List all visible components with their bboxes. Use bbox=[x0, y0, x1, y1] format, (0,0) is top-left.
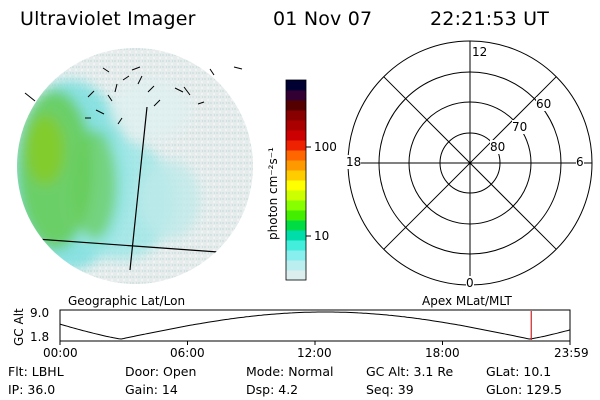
x-tick-2359: 23:59 bbox=[554, 346, 589, 360]
x-tick-0600: 06:00 bbox=[170, 346, 205, 360]
colorbar-segment bbox=[286, 150, 306, 161]
colorbar-segment bbox=[286, 140, 306, 151]
mlat-label-70: 70 bbox=[512, 120, 528, 134]
colorbar-tick-10: 10 bbox=[314, 229, 330, 243]
status-filter: Flt: LBHL bbox=[8, 364, 64, 379]
x-tick-0000: 00:00 bbox=[43, 346, 78, 360]
status-door: Door: Open bbox=[125, 364, 197, 379]
colorbar-segment bbox=[286, 200, 306, 211]
status-seq: Seq: 39 bbox=[366, 382, 414, 397]
colorbar-segment bbox=[286, 160, 306, 171]
colorbar-segment bbox=[286, 230, 306, 241]
mlt-label-12: 12 bbox=[472, 45, 488, 59]
status-glat: GLat: 10.1 bbox=[486, 364, 552, 379]
status-gc-alt: GC Alt: 3.1 Re bbox=[366, 364, 454, 379]
colorbar-segment bbox=[286, 210, 306, 221]
mlat-label-80: 80 bbox=[490, 140, 506, 154]
colorbar-segment bbox=[286, 250, 306, 261]
colorbar-segment bbox=[286, 100, 306, 111]
polar-plot bbox=[347, 40, 593, 286]
vector-marks bbox=[24, 66, 243, 125]
status-mode: Mode: Normal bbox=[246, 364, 334, 379]
date-label: 01 Nov 07 bbox=[273, 8, 373, 30]
colorbar-segment bbox=[286, 80, 306, 91]
mlt-label-6: 6 bbox=[576, 155, 584, 169]
colorbar-segment bbox=[286, 240, 306, 251]
colorbar-segment bbox=[286, 90, 306, 101]
colorbar-segment bbox=[286, 180, 306, 191]
colorbar bbox=[285, 79, 307, 281]
colorbar-segment bbox=[286, 260, 306, 271]
mlt-label-18: 18 bbox=[346, 155, 362, 169]
status-glon: GLon: 129.5 bbox=[486, 382, 562, 397]
mlat-label-60: 60 bbox=[536, 97, 552, 111]
apex-caption: Apex MLat/MLT bbox=[422, 294, 512, 308]
altitude-ytick-top: 9.0 bbox=[30, 306, 50, 320]
colorbar-unit-label: photon cm⁻²s⁻¹ bbox=[266, 147, 280, 240]
mlt-label-0: 0 bbox=[466, 276, 474, 290]
altitude-ytick-bottom: 1.8 bbox=[30, 330, 50, 344]
colorbar-segment bbox=[286, 120, 306, 131]
x-tick-1800: 18:00 bbox=[425, 346, 460, 360]
colorbar-segment bbox=[286, 190, 306, 201]
status-gain: Gain: 14 bbox=[125, 382, 178, 397]
colorbar-tick-100: 100 bbox=[314, 140, 337, 154]
colorbar-segment bbox=[286, 270, 306, 281]
instrument-title: Ultraviolet Imager bbox=[20, 8, 196, 30]
x-tick-1200: 12:00 bbox=[297, 346, 332, 360]
colorbar-segment bbox=[286, 220, 306, 231]
time-label: 22:21:53 UT bbox=[430, 8, 550, 30]
colorbar-segment bbox=[286, 170, 306, 181]
uv-image-disk bbox=[17, 48, 253, 284]
altitude-plot bbox=[59, 309, 571, 345]
geographic-caption: Geographic Lat/Lon bbox=[68, 294, 186, 308]
colorbar-segment bbox=[286, 130, 306, 141]
altitude-ylabel: GC Alt bbox=[12, 308, 26, 346]
status-dsp: Dsp: 4.2 bbox=[246, 382, 299, 397]
colorbar-segment bbox=[286, 110, 306, 121]
status-ip: IP: 36.0 bbox=[8, 382, 56, 397]
